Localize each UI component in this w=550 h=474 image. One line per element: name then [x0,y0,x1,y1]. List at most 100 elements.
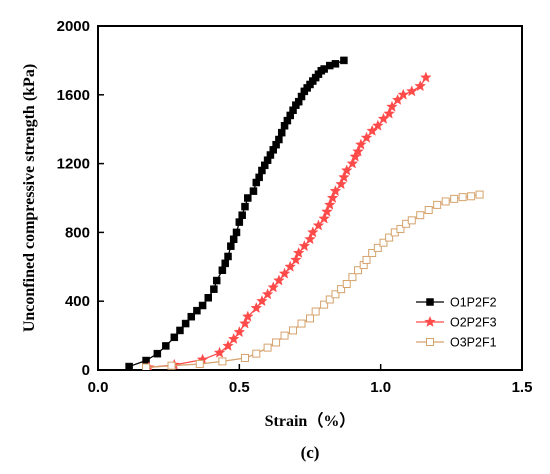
legend-item: O2P2F3 [416,316,497,330]
data-point [396,224,405,233]
data-point [362,255,371,264]
y-axis-title: Unconfined compressive strength (kPa) [21,64,38,332]
legend-marker [426,298,434,306]
data-point [289,326,298,335]
data-point [249,187,258,195]
data-point [198,301,207,310]
data-point [458,193,467,202]
y-tick-label: 1600 [57,87,90,104]
data-point [292,246,305,258]
data-point [355,138,367,150]
data-point [340,56,348,65]
data-point [324,198,336,210]
data-point [229,235,238,244]
data-point [441,197,450,206]
data-point [348,273,357,282]
data-point [162,342,170,350]
data-point [306,314,314,323]
data-point [318,212,330,224]
data-point [167,361,176,370]
data-point [280,331,289,340]
data-point [227,332,240,344]
x-axis-title: Strain（%） [265,412,356,430]
data-point [224,252,232,261]
data-point [467,192,476,201]
data-point [424,206,433,215]
data-point [342,280,351,288]
data-point [187,312,196,321]
data-point [240,353,249,362]
data-point [218,266,227,274]
data-point [407,216,416,225]
data-point [221,259,229,268]
data-point [153,349,162,358]
data-point [204,294,212,302]
data-point [386,100,398,112]
y-tick-label: 400 [65,293,90,310]
data-point [242,310,254,322]
data-point [298,240,311,252]
data-point [261,288,274,300]
data-point [337,285,346,294]
data-point [142,363,151,370]
x-tick-label: 1.0 [370,379,391,396]
data-point [195,359,204,368]
data-point [244,194,252,202]
data-point [346,157,359,169]
legend-item: O3P2F1 [416,336,497,350]
data-point [241,202,249,211]
plot-frame [97,25,523,371]
data-point [349,150,361,162]
data-point [373,243,382,252]
data-point [307,226,319,238]
data-point [176,326,184,335]
data-point [170,333,179,342]
data-point [275,135,283,144]
data-point [397,88,410,100]
data-point [222,339,234,351]
x-tick-label: 1.5 [512,379,533,396]
data-point [278,267,291,279]
data-point [406,85,418,97]
data-point [227,242,235,250]
data-point [235,218,244,226]
data-point [255,173,263,182]
y-tick-label: 1200 [57,156,90,173]
data-point [360,131,373,143]
data-point [325,295,334,304]
legend-label: O3P2F1 [450,336,497,350]
data-point [416,211,425,220]
data-point [420,71,432,83]
data-point [311,307,320,316]
data-point [267,281,279,293]
y-tick-label: 800 [65,224,90,241]
data-point [326,191,339,203]
data-point [385,233,394,242]
data-point [379,238,388,247]
legend-marker [424,315,436,327]
data-point [193,306,201,315]
data-point [312,219,325,231]
data-point [450,194,459,203]
series-o3p2f1 [142,190,484,370]
data-point [125,362,133,370]
data-point [321,205,333,217]
data-point [304,233,316,245]
data-point [433,200,442,209]
data-point [210,285,218,293]
series-layer [125,56,484,370]
legend-label: O1P2F2 [450,296,497,310]
data-point [352,145,364,157]
x-tick-label: 0.5 [229,379,250,396]
data-point [354,266,363,275]
data-point [250,302,263,313]
data-point [212,276,221,285]
data-point [232,228,241,237]
y-tick-label: 0 [82,362,90,379]
data-point [475,190,484,199]
data-point [329,185,342,197]
legend-label: O2P2F3 [450,316,497,330]
legend-marker [426,338,434,346]
data-point [331,290,340,299]
